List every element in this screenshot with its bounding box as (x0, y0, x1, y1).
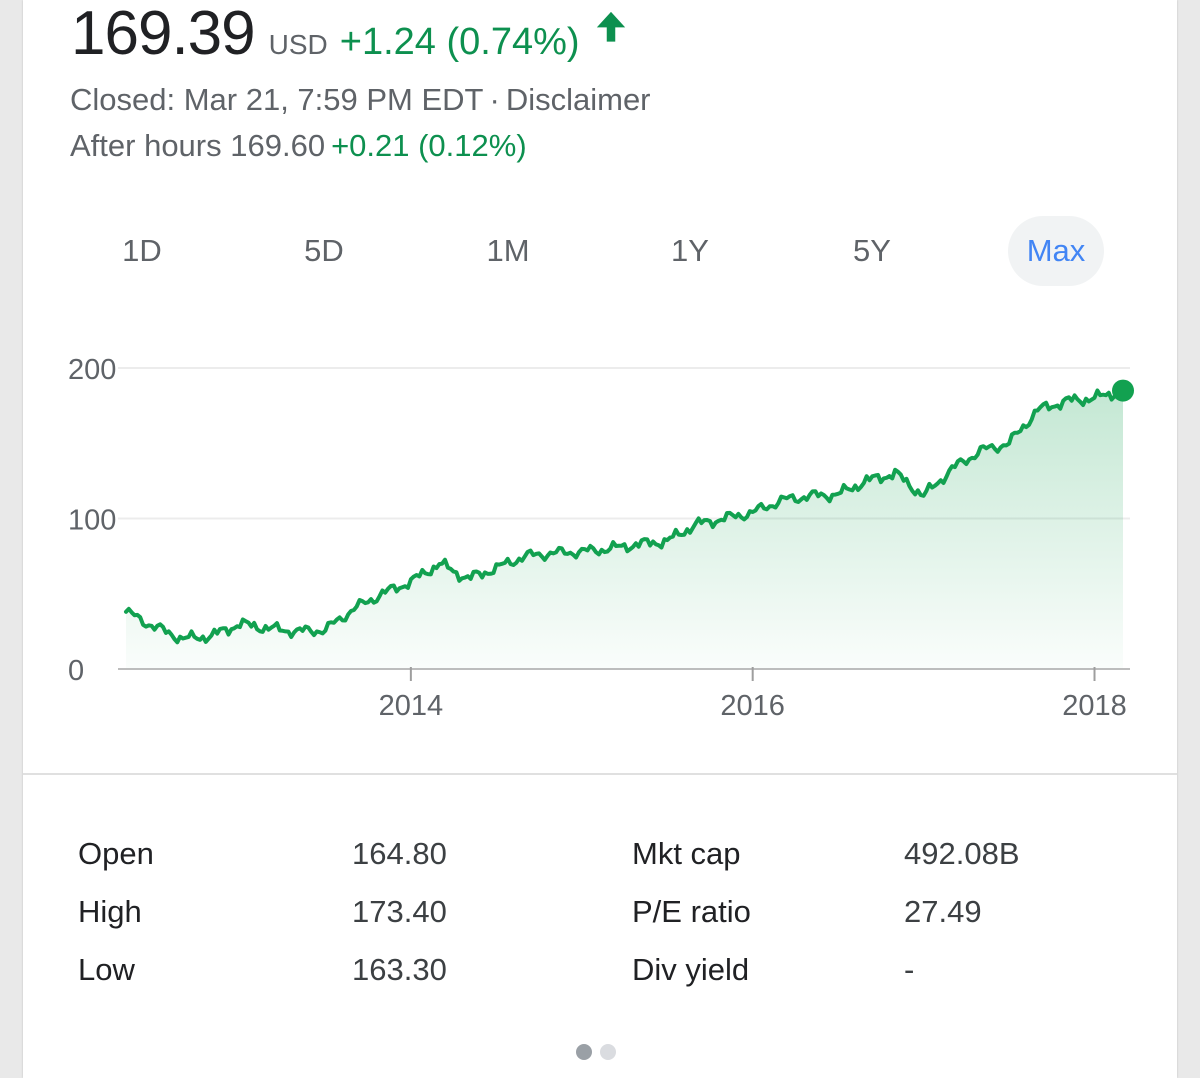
x-tick-label: 2018 (1062, 690, 1127, 722)
pager-dot[interactable] (600, 1044, 616, 1060)
pager-dot[interactable] (576, 1044, 592, 1060)
last-price-dot (1112, 379, 1134, 402)
stat-value-low: 163.30 (352, 952, 447, 987)
tab-5d[interactable]: 5D (304, 233, 344, 268)
stat-label-mkt-cap: Mkt cap (632, 836, 741, 871)
stat-label-pe-ratio: P/E ratio (632, 894, 751, 929)
after-hours-change: +0.21 (0.12%) (331, 128, 527, 163)
tab-1d[interactable]: 1D (122, 233, 162, 268)
tab-1m[interactable]: 1M (486, 233, 530, 268)
currency-label: USD (268, 29, 328, 60)
after-hours-price: After hours 169.60 (70, 128, 326, 163)
y-tick-label: 200 (68, 354, 116, 386)
pager-dots (576, 1044, 616, 1060)
after-hours: After hours 169.60 +0.21 (0.12%) (70, 128, 527, 164)
market-status: Closed: Mar 21, 7:59 PM EDT · Disclaimer (70, 82, 651, 118)
tab-max[interactable]: Max (1008, 216, 1104, 286)
price-chart: 0 100 200 2014 2016 2018 (68, 354, 1134, 722)
stat-label-div-yield: Div yield (632, 952, 750, 987)
arrow-up-icon (596, 11, 625, 42)
tab-1y[interactable]: 1Y (671, 233, 709, 268)
y-tick-label: 100 (68, 505, 116, 537)
x-tick-label: 2014 (379, 690, 444, 722)
disclaimer-link[interactable]: Disclaimer (505, 82, 651, 117)
stat-label-open: Open (78, 836, 154, 871)
stat-value-div-yield: - (904, 952, 915, 987)
stat-label-high: High (78, 894, 142, 929)
divider (23, 773, 1177, 775)
stat-value-open: 164.80 (352, 836, 447, 871)
stat-value-pe-ratio: 27.49 (904, 894, 982, 929)
price-change: +1.24 (0.74%) (339, 21, 580, 63)
price-area (126, 389, 1123, 669)
stat-value-high: 173.40 (352, 894, 447, 929)
range-tabs: 1D 5D 1M 1Y 5Y Max (23, 216, 1177, 288)
stat-value-mkt-cap: 492.08B (904, 836, 1020, 871)
x-tick-label: 2016 (720, 690, 785, 722)
stat-label-low: Low (78, 952, 135, 987)
separator: · (489, 82, 500, 117)
close-time: Closed: Mar 21, 7:59 PM EDT (70, 82, 484, 117)
tab-5y[interactable]: 5Y (853, 233, 891, 268)
price-line (124, 387, 1125, 645)
price-row: 169.39 USD +1.24 (0.74%) (71, 0, 628, 69)
current-price: 169.39 (71, 0, 256, 68)
y-tick-label: 0 (68, 655, 84, 687)
